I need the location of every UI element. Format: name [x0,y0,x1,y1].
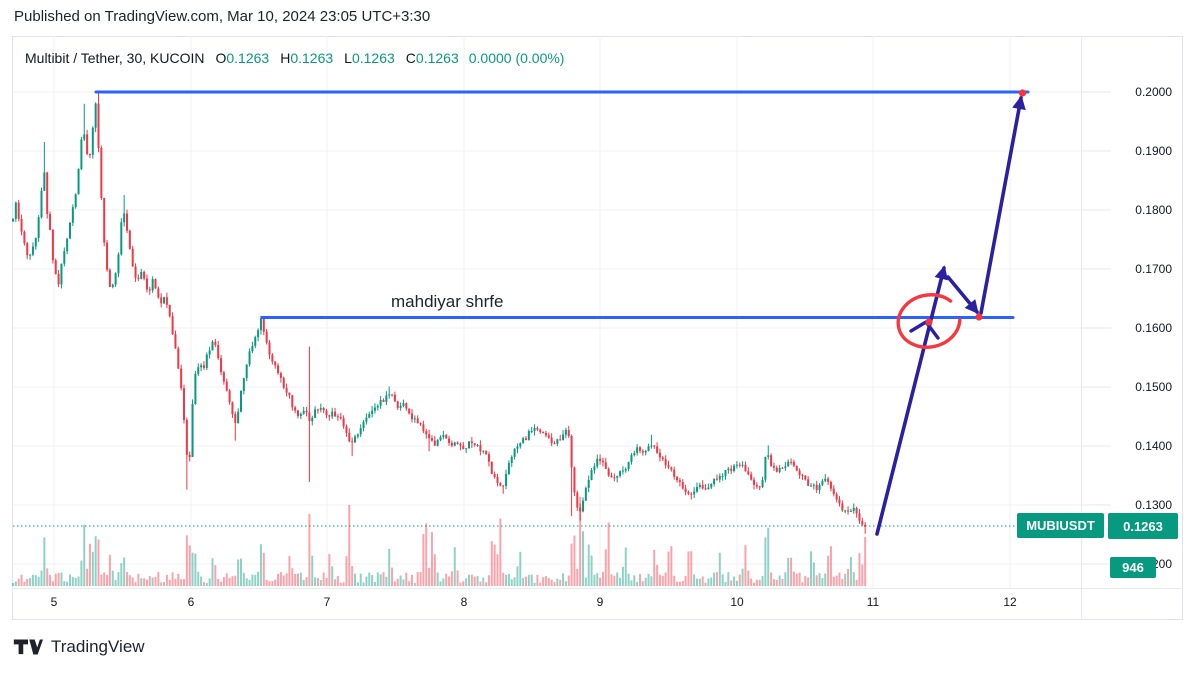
tradingview-logo-icon [13,639,43,655]
time-axis-separator [12,588,1183,589]
close-label: C [405,50,416,66]
price-axis-label: 0.2000 [1135,85,1172,99]
time-axis-label: 8 [460,595,468,609]
symbol-price-label-badge: MUBIUSDT [1017,513,1104,538]
high-value: 0.1263 [290,50,334,66]
price-axis-label: 0.1900 [1135,144,1172,158]
close-value: 0.1263 [415,50,459,66]
hand-drawn-circle[interactable] [893,289,964,353]
time-axis-label: 9 [596,595,604,609]
trend-arrow-drawings[interactable] [875,95,1026,536]
candlestick-series [12,92,867,534]
drawing-text-label[interactable]: mahdiyar shrfe [391,292,504,311]
price-axis-label: 0.1800 [1135,203,1172,217]
price-axis[interactable]: 0.2000 0.1900 0.1800 0.1700 0.1600 0.1500 0.14… [1082,36,1183,588]
symbol-legend[interactable]: Multibit / Tether, 30, KUCOIN O0.1263 H0.1… [25,50,564,66]
open-label: O [215,50,227,66]
low-value: 0.1263 [351,50,395,66]
published-header: Published on TradingView.com, Mar 10, 20… [14,8,431,25]
change-value: 0.0000 (0.00%) [468,50,565,66]
price-axis-label: 0.1400 [1135,439,1172,453]
price-axis-label: 0.1300 [1135,498,1172,512]
time-axis-label: 10 [730,595,744,609]
time-axis-label: 7 [323,595,331,609]
price-axis-label: 0.1500 [1135,380,1172,394]
time-axis-label: 6 [187,595,195,609]
horizontal-line-drawings[interactable] [94,90,1030,319]
low-label: L [344,50,352,66]
time-axis[interactable]: 5 6 7 8 9 10 11 12 [12,588,1081,620]
tradingview-footer[interactable]: TradingView [13,636,145,658]
high-label: H [280,50,291,66]
volume-series [12,496,867,586]
anchor-dots [925,89,1027,326]
time-axis-label: 12 [1003,595,1017,609]
price-axis-label: 0.1600 [1135,321,1172,335]
symbol-title: Multibit / Tether, 30, KUCOIN [25,50,205,66]
price-axis-label: 0.1700 [1135,262,1172,276]
volume-badge: 946 [1110,557,1156,578]
pen-marks[interactable] [909,320,940,340]
time-axis-label: 11 [866,595,880,609]
open-value: 0.1263 [226,50,270,66]
time-axis-label: 5 [50,595,58,609]
tradingview-brand-text: TradingView [51,637,145,656]
last-price-badge: 0.1263 [1108,513,1178,539]
gridlines [13,36,1111,588]
